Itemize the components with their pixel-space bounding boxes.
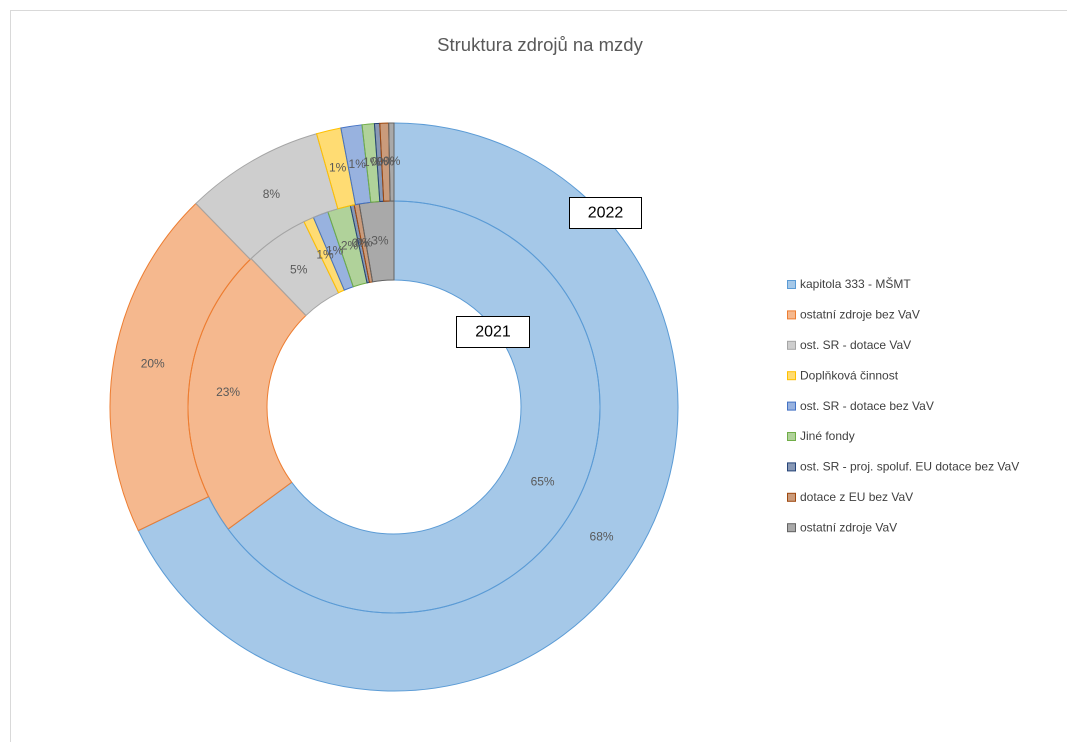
series-label: 2021	[475, 324, 511, 341]
data-label: 1%	[349, 157, 367, 171]
legend-label: ostatní zdroje bez VaV	[800, 308, 920, 322]
data-label: 1%	[363, 155, 381, 169]
legend-swatch	[787, 462, 796, 472]
data-label: 68%	[590, 529, 614, 543]
data-label: 0%	[377, 154, 395, 168]
data-label: 8%	[263, 187, 281, 201]
data-label: 1%	[329, 161, 347, 175]
legend-label: ost. SR - dotace VaV	[800, 338, 911, 352]
legend-swatch	[787, 432, 796, 441]
legend: kapitola 333 - MŠMT ostatní zdroje bez Va…	[787, 276, 1019, 534]
data-label: 0%	[352, 236, 370, 250]
doughnut-segment	[388, 122, 395, 202]
legend-label: Jiné fondy	[800, 429, 855, 443]
data-label: 3%	[371, 233, 389, 247]
legend-label: dotace z EU bez VaV	[800, 490, 913, 504]
doughnut-segment	[137, 122, 679, 692]
data-label: 20%	[141, 357, 165, 371]
chart-title: Struktura zdrojů na mzdy	[437, 34, 643, 55]
data-label: 65%	[531, 474, 555, 488]
legend-swatch	[787, 523, 796, 533]
data-label: 1%	[316, 248, 334, 262]
data-label: 23%	[216, 385, 240, 399]
series-box	[569, 197, 642, 229]
data-label: 0%	[355, 235, 373, 249]
legend-label: kapitola 333 - MŠMT	[800, 276, 911, 291]
legend-label: Doplňková činnost	[800, 368, 899, 382]
legend-swatch	[787, 371, 796, 381]
legend-swatch	[787, 401, 796, 411]
data-label: 5%	[290, 263, 308, 277]
legend-label: ost. SR - proj. spoluf. EU dotace bez Va…	[800, 460, 1019, 474]
legend-label: ost. SR - dotace bez VaV	[800, 399, 934, 413]
legend-label: ostatní zdroje VaV	[800, 520, 897, 534]
legend-swatch	[787, 310, 796, 320]
data-label: 1%	[326, 244, 344, 258]
series-label: 2022	[588, 205, 624, 222]
legend-swatch	[787, 492, 796, 502]
series-box	[456, 316, 530, 348]
data-label: 0%	[383, 154, 401, 168]
legend-swatch	[787, 280, 796, 289]
rings	[109, 122, 679, 692]
data-label: 0%	[371, 155, 389, 169]
legend-swatch	[787, 340, 796, 350]
data-labels: 65%23%5%1%1%2%0%0%3%68%20%8%1% 1%1%0%0%0%	[141, 154, 614, 543]
data-label: 2%	[341, 239, 359, 253]
